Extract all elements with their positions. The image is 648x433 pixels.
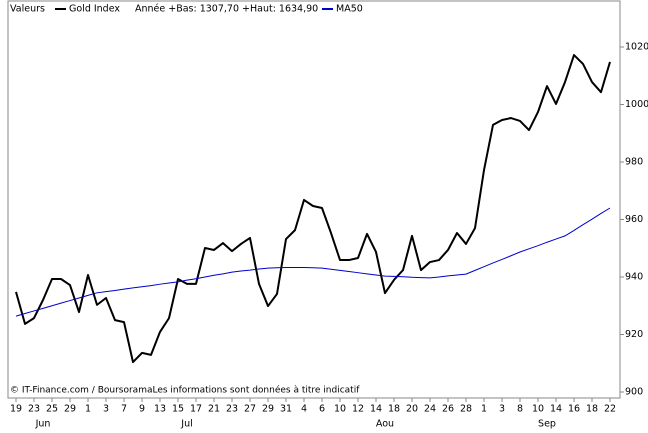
x-tick-label: 1: [85, 404, 91, 415]
x-tick-label: 22: [604, 404, 616, 415]
series-line: [15, 54, 611, 364]
month-label: Aou: [376, 419, 394, 430]
x-tick-label: 4: [301, 404, 307, 415]
month-label: Jul: [180, 419, 192, 430]
series-line: [15, 207, 611, 317]
x-tick-label: 26: [442, 404, 454, 415]
x-tick-label: 17: [190, 404, 202, 415]
x-tick-label: 21: [208, 404, 220, 415]
x-tick-label: 24: [424, 404, 436, 415]
y-tick-label: 960: [625, 214, 643, 225]
y-tick-label: 980: [625, 157, 643, 168]
legend-label: Gold Index: [69, 4, 120, 15]
x-tick-label: 29: [262, 404, 274, 415]
x-tick-label: 3: [103, 404, 109, 415]
annotation: © IT-Finance.com / BoursoramaLes informa…: [10, 385, 360, 396]
x-tick-label: 23: [226, 404, 238, 415]
x-tick-label: 18: [388, 404, 400, 415]
x-tick-label: 8: [517, 404, 523, 415]
x-tick-label: 14: [550, 404, 562, 415]
x-tick-label: 27: [244, 404, 256, 415]
x-tick-label: 6: [319, 404, 325, 415]
legend-label: MA50: [336, 4, 363, 15]
x-tick-label: 13: [154, 404, 166, 415]
x-tick-label: 29: [64, 404, 76, 415]
x-tick-label: 31: [280, 404, 292, 415]
x-tick-label: 7: [121, 404, 127, 415]
y-tick-label: 1000: [625, 99, 648, 110]
x-tick-label: 20: [406, 404, 418, 415]
month-label: Sep: [538, 419, 556, 430]
x-tick-label: 25: [46, 404, 58, 415]
x-tick-label: 19: [10, 404, 22, 415]
x-tick-label: 14: [370, 404, 382, 415]
y-tick-label: 1020: [625, 42, 648, 53]
x-tick-label: 16: [568, 404, 580, 415]
x-tick-label: 28: [460, 404, 472, 415]
month-label: Jun: [35, 419, 51, 430]
y-tick-label: 920: [625, 329, 643, 340]
x-tick-label: 1: [481, 404, 487, 415]
x-tick-label: 9: [139, 404, 145, 415]
y-tick-label: 900: [625, 386, 643, 397]
x-tick-label: 15: [172, 404, 184, 415]
legend-heading: Valeurs: [10, 4, 45, 15]
x-tick-label: 3: [499, 404, 505, 415]
x-tick-label: 12: [352, 404, 364, 415]
x-tick-label: 18: [586, 404, 598, 415]
plot-frame: [7, 0, 621, 399]
subtitle: Année +Bas: 1307,70 +Haut: 1634,90: [135, 4, 318, 15]
y-tick-label: 940: [625, 272, 643, 283]
x-tick-label: 10: [334, 404, 346, 415]
x-tick-label: 10: [532, 404, 544, 415]
x-tick-label: 23: [28, 404, 40, 415]
